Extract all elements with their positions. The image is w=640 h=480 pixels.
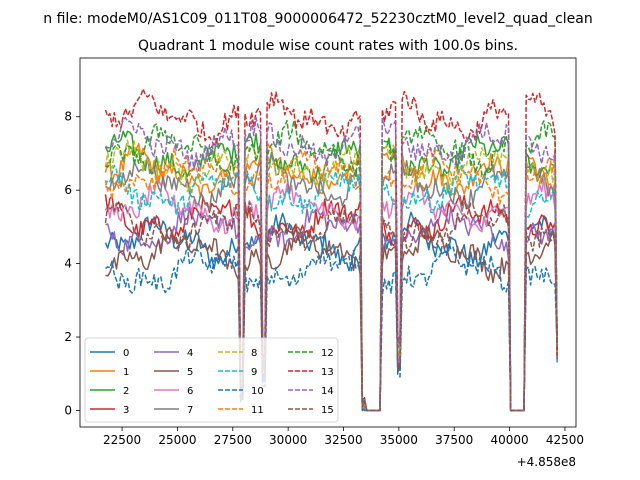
legend-label-3: 3 xyxy=(123,405,129,416)
chart-title: Quadrant 1 module wise count rates with … xyxy=(138,38,518,54)
x-tick-label: 22500 xyxy=(103,433,141,447)
chart: n file: modeM0/AS1C09_011T08_9000006472_… xyxy=(0,0,640,480)
y-tick-label: 6 xyxy=(64,183,72,197)
y-tick-label: 4 xyxy=(64,257,72,271)
x-tick-label: 27500 xyxy=(214,433,252,447)
x-offset-label: +4.858e8 xyxy=(517,455,576,469)
legend-label-14: 14 xyxy=(321,386,334,397)
x-tick-label: 37500 xyxy=(435,433,473,447)
legend-label-5: 5 xyxy=(187,367,193,378)
legend-label-7: 7 xyxy=(187,405,193,416)
legend-label-9: 9 xyxy=(251,367,257,378)
legend-label-15: 15 xyxy=(321,405,334,416)
y-tick-label: 2 xyxy=(64,330,72,344)
legend-label-0: 0 xyxy=(123,348,129,359)
legend-label-2: 2 xyxy=(123,386,129,397)
chart-suptitle: n file: modeM0/AS1C09_011T08_9000006472_… xyxy=(43,11,592,27)
x-tick-label: 40000 xyxy=(490,433,528,447)
x-tick-label: 35000 xyxy=(380,433,418,447)
y-tick-label: 0 xyxy=(64,403,72,417)
legend-label-6: 6 xyxy=(187,386,193,397)
legend-label-10: 10 xyxy=(251,386,264,397)
x-tick-label: 25000 xyxy=(158,433,196,447)
legend-label-12: 12 xyxy=(321,348,334,359)
legend-label-8: 8 xyxy=(251,348,257,359)
x-tick-label: 42500 xyxy=(546,433,584,447)
legend-label-4: 4 xyxy=(187,348,193,359)
x-tick-label: 30000 xyxy=(269,433,307,447)
x-tick-label: 32500 xyxy=(324,433,362,447)
y-tick-label: 8 xyxy=(64,110,72,124)
legend-label-13: 13 xyxy=(321,367,334,378)
legend-label-1: 1 xyxy=(123,367,129,378)
legend-label-11: 11 xyxy=(251,405,264,416)
